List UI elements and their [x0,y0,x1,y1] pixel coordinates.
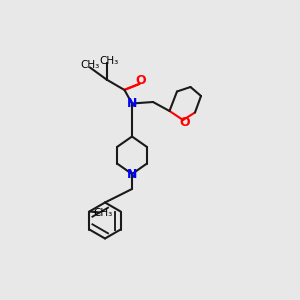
Text: N: N [127,97,137,110]
Text: CH₃: CH₃ [100,56,119,67]
Text: CH₃: CH₃ [80,59,100,70]
Text: O: O [136,74,146,88]
Text: CH₃: CH₃ [93,208,112,218]
Text: O: O [179,116,190,130]
Text: N: N [127,167,137,181]
